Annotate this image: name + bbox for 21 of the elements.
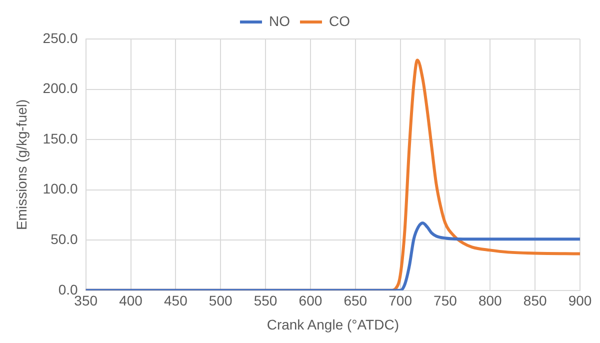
x-tick-label: 450 [164,292,188,309]
y-tick-label: 100.0 [42,180,78,197]
x-tick-label: 400 [119,292,143,309]
y-tick-label: 250.0 [42,30,78,46]
y-tick-label: 50.0 [50,230,78,247]
legend-label: CO [329,12,350,29]
y-tick-label: 200.0 [42,80,78,96]
x-tick-label: 750 [434,292,458,309]
y-tick-label: 150.0 [42,130,78,146]
y-tick-label: 0.0 [58,281,78,298]
x-tick-label: 700 [388,292,412,309]
x-axis-title: Crank Angle (°ATDC) [266,316,399,332]
x-tick-label: 900 [568,292,592,309]
x-tick-label: 500 [208,292,232,309]
y-axis-title: Emissions (g/kg-fuel) [13,99,30,230]
legend-label: NO [269,12,290,29]
x-tick-label: 650 [344,292,368,309]
x-tick-label: 800 [478,292,502,309]
x-tick-label: 550 [254,292,278,309]
x-tick-label: 850 [523,292,547,309]
x-tick-label: 600 [298,292,322,309]
